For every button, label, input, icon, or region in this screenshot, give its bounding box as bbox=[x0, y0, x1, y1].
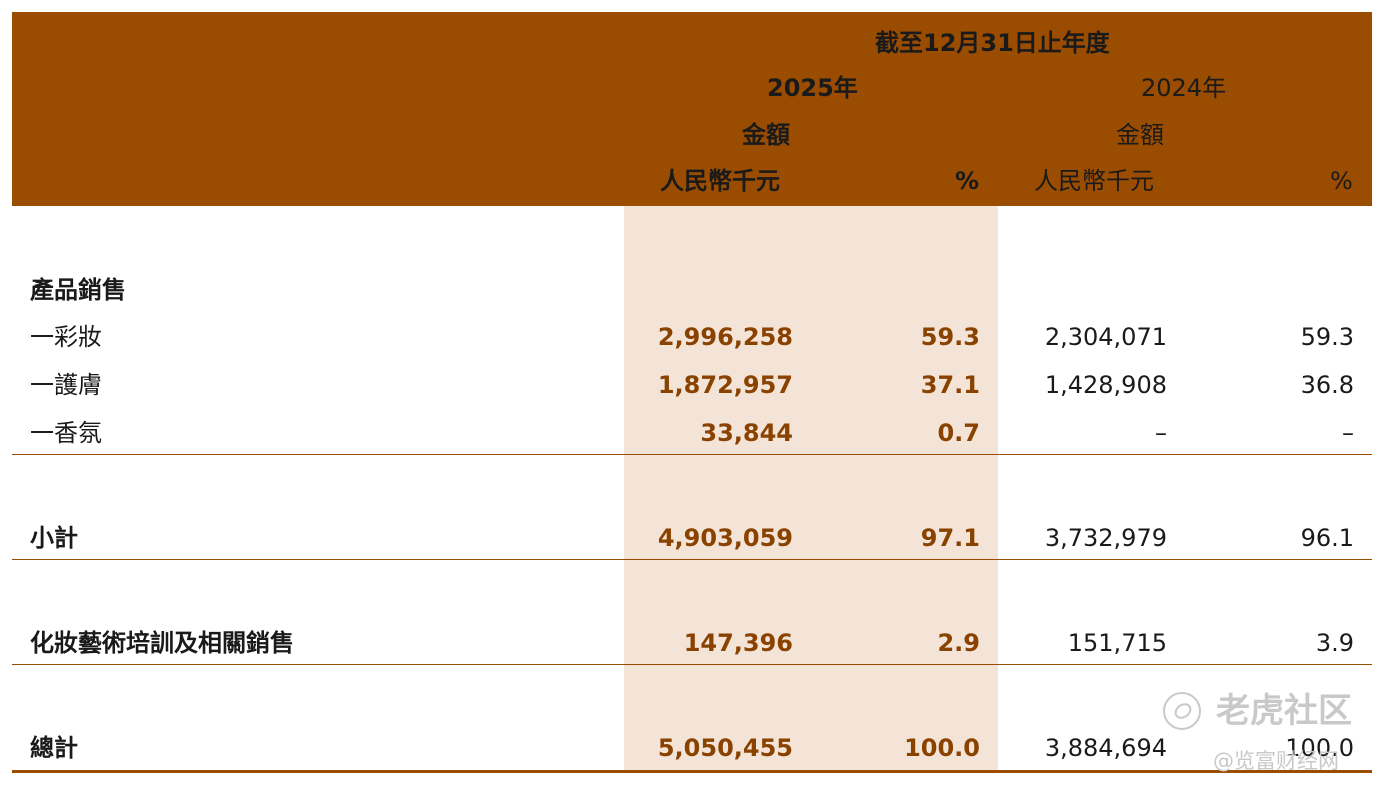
amount-label-2025: 金額 bbox=[742, 121, 790, 149]
total-pct-2024: 100.0 bbox=[1285, 734, 1354, 762]
year-2025-heading: 2025年 bbox=[767, 74, 858, 102]
watermark-logo-icon bbox=[1163, 692, 1201, 730]
row-label-total: 總計 bbox=[30, 734, 78, 762]
row-label-training: 化妝藝術培訓及相關銷售 bbox=[30, 629, 294, 657]
divider-after-training bbox=[12, 664, 1372, 665]
amount-label-2024: 金額 bbox=[1116, 121, 1164, 149]
row-label-skincare: 一護膚 bbox=[30, 371, 102, 399]
table-header bbox=[12, 12, 1372, 206]
total-amount-2025: 5,050,455 bbox=[657, 734, 793, 762]
fragrance-pct-2024: – bbox=[1342, 419, 1354, 447]
training-pct-2024: 3.9 bbox=[1315, 629, 1354, 657]
subtotal-amount-2025: 4,903,059 bbox=[657, 524, 793, 552]
subtotal-pct-2024: 96.1 bbox=[1300, 524, 1354, 552]
divider-after-subtotal bbox=[12, 559, 1372, 560]
subtotal-pct-2025: 97.1 bbox=[920, 524, 980, 552]
pct-label-2024: % bbox=[1330, 167, 1353, 195]
training-pct-2025: 2.9 bbox=[937, 629, 980, 657]
unit-label-2025: 人民幣千元 bbox=[660, 167, 780, 195]
fragrance-pct-2025: 0.7 bbox=[937, 419, 980, 447]
current-year-column-shade bbox=[624, 206, 998, 772]
skincare-amount-2025: 1,872,957 bbox=[657, 371, 793, 399]
training-amount-2025: 147,396 bbox=[683, 629, 793, 657]
cosmetics-pct-2025: 59.3 bbox=[920, 323, 980, 351]
cosmetics-amount-2024: 2,304,071 bbox=[1044, 323, 1167, 351]
training-amount-2024: 151,715 bbox=[1067, 629, 1167, 657]
bottom-rule bbox=[12, 770, 1372, 773]
watermark-source: @览富财经网 bbox=[1213, 749, 1339, 773]
cosmetics-amount-2025: 2,996,258 bbox=[657, 323, 793, 351]
row-label-fragrance: 一香氛 bbox=[30, 419, 102, 447]
divider-after-product-sales bbox=[12, 454, 1372, 455]
period-heading: 截至12月31日止年度 bbox=[875, 29, 1110, 57]
total-amount-2024: 3,884,694 bbox=[1044, 734, 1167, 762]
total-pct-2025: 100.0 bbox=[904, 734, 980, 762]
fragrance-amount-2025: 33,844 bbox=[700, 419, 793, 447]
cosmetics-pct-2024: 59.3 bbox=[1300, 323, 1354, 351]
subtotal-amount-2024: 3,732,979 bbox=[1044, 524, 1167, 552]
skincare-pct-2024: 36.8 bbox=[1300, 371, 1354, 399]
skincare-amount-2024: 1,428,908 bbox=[1044, 371, 1167, 399]
fragrance-amount-2024: – bbox=[1155, 419, 1167, 447]
row-label-subtotal: 小計 bbox=[30, 524, 78, 552]
skincare-pct-2025: 37.1 bbox=[920, 371, 980, 399]
row-label-cosmetics: 一彩妝 bbox=[30, 323, 102, 351]
watermark-brand: 老虎社区 bbox=[1216, 691, 1352, 731]
pct-label-2025: % bbox=[955, 167, 980, 195]
row-label-product-sales: 產品銷售 bbox=[30, 276, 126, 304]
unit-label-2024: 人民幣千元 bbox=[1034, 167, 1154, 195]
year-2024-heading: 2024年 bbox=[1141, 74, 1227, 102]
